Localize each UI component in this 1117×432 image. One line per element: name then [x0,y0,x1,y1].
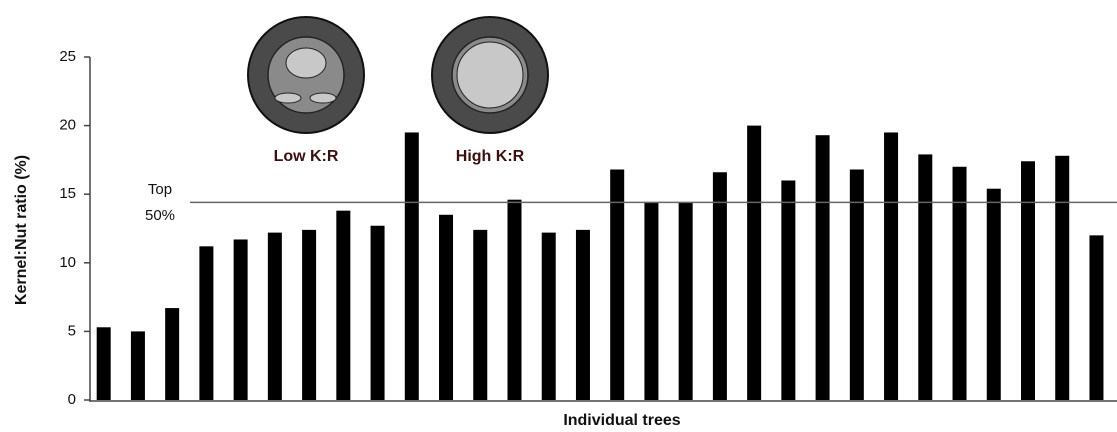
bar [404,132,419,400]
reference-label: 50% [145,207,175,224]
bar [678,202,693,400]
bar [781,180,796,400]
bar [644,202,659,400]
bar [849,169,864,400]
bar [747,125,762,400]
bar [815,135,830,401]
bar [884,132,899,400]
illustration-label: Low K:R [274,148,339,165]
bar [96,327,111,400]
bar [336,210,351,400]
illustration-label: High K:R [456,148,525,165]
nut-illustration-high [431,16,549,134]
bar [610,169,625,400]
bar [575,229,590,400]
bar [439,214,454,400]
bar [1020,161,1035,400]
y-tick-label: 25 [59,48,76,65]
bar [473,229,488,400]
bar [1089,235,1104,400]
bar [507,199,522,400]
y-tick-label: 15 [59,185,76,202]
y-tick-label: 5 [68,322,76,339]
y-tick-label: 10 [59,254,76,271]
y-tick-label: 20 [59,117,76,134]
nut-illustration-low [247,16,365,134]
bar [712,172,727,400]
x-axis-title: Individual trees [563,412,680,429]
bar [267,232,282,400]
bar [986,188,1001,400]
reference-label: Top [148,181,172,198]
bar [130,331,145,400]
bar [370,225,385,400]
bar [541,232,556,400]
bar [302,229,317,400]
bar [233,239,248,400]
bar [952,166,967,400]
bar [199,246,214,400]
y-axis-title: Kernel:Nut ratio (%) [13,155,30,305]
bar [1055,155,1070,400]
bar [918,154,933,400]
bar [165,308,180,400]
y-tick-label: 0 [68,391,76,408]
